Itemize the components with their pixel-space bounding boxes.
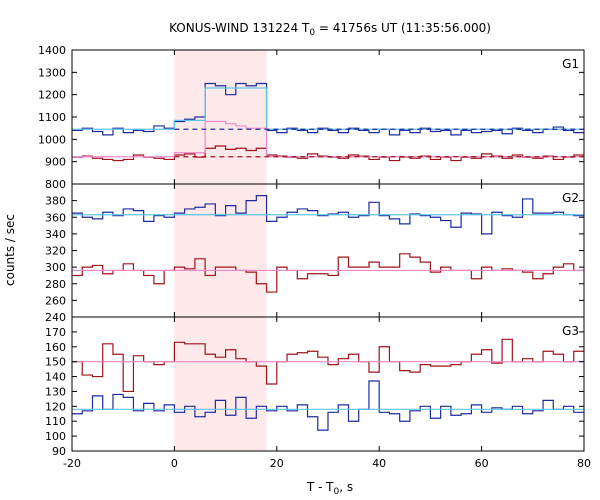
- y-tick-label: 160: [45, 341, 66, 354]
- panel-label-g1: G1: [562, 57, 579, 71]
- y-tick-label: 1300: [38, 66, 66, 79]
- x-axis-label: T - T0, s: [306, 480, 353, 497]
- y-tick-label: 380: [45, 195, 66, 208]
- panel-g1-frame: [71, 49, 585, 185]
- panel-label-g3: G3: [562, 324, 579, 338]
- title-subscript: 0: [309, 28, 315, 38]
- panel-g3-frame: [71, 316, 585, 452]
- series-g2-blue_step-step: [72, 195, 584, 235]
- series-g1-pink_fit-step: [72, 120, 584, 158]
- y-tick-label: 280: [45, 278, 66, 291]
- y-tick-label: 90: [52, 445, 66, 458]
- series-g2-red_step-step: [72, 253, 584, 293]
- x-tick-label: 0: [171, 457, 178, 470]
- highlight-band: [174, 50, 267, 451]
- series-g1-red_step-step: [72, 145, 584, 162]
- x-tick-label: 20: [270, 457, 284, 470]
- y-tick-label: 130: [45, 385, 66, 398]
- y-tick-label: 1400: [38, 44, 66, 57]
- x-tick-label: 40: [372, 457, 386, 470]
- y-tick-label: 300: [45, 261, 66, 274]
- panel-g3-data: [72, 338, 584, 431]
- series-g1-cyan_fit-step: [72, 87, 584, 130]
- x-tick-label: -20: [63, 457, 81, 470]
- xlabel-rest: , s: [339, 480, 353, 494]
- svg-text:T - T0, s: T - T0, s: [306, 480, 353, 497]
- panel-g2-data: [72, 195, 584, 293]
- y-tick-label: 260: [45, 294, 66, 307]
- xlabel-main: T - T: [306, 480, 334, 494]
- series-g1-blue_step-step: [72, 82, 584, 136]
- y-tick-label: 340: [45, 228, 66, 241]
- panel-g2-frame: [71, 183, 585, 318]
- y-tick-label: 1100: [38, 111, 66, 124]
- panel-g1-data: [72, 82, 584, 162]
- y-tick-label: 900: [45, 156, 66, 169]
- series-g3-blue_step-step: [72, 380, 584, 431]
- svg-text:KONUS-WIND 131224 T0 = 41756s: KONUS-WIND 131224 T0 = 41756s UT (11:35:…: [169, 21, 491, 38]
- y-tick-label: 170: [45, 326, 66, 339]
- y-tick-label: 240: [45, 311, 66, 324]
- y-tick-label: 120: [45, 400, 66, 413]
- y-tick-label: 150: [45, 356, 66, 369]
- y-tick-label: 100: [45, 430, 66, 443]
- y-tick-label: 1200: [38, 89, 66, 102]
- title-main: KONUS-WIND 131224 T: [169, 21, 310, 35]
- series-g3-red_step-step: [72, 338, 584, 393]
- panel-label-g2: G2: [562, 191, 579, 205]
- x-tick-label: 80: [577, 457, 591, 470]
- y-tick-label: 360: [45, 211, 66, 224]
- y-axis-label: counts / sec: [3, 214, 17, 286]
- x-tick-label: 60: [475, 457, 489, 470]
- y-tick-label: 110: [45, 415, 66, 428]
- chart-title: KONUS-WIND 131224 T0 = 41756s UT (11:35:…: [169, 21, 491, 38]
- xlabel-subscript: 0: [334, 487, 340, 497]
- panels: G180090010001100120013001400G22402602803…: [38, 44, 591, 470]
- title-rest: = 41756s UT (11:35:56.000): [315, 21, 491, 35]
- y-tick-label: 320: [45, 245, 66, 258]
- y-tick-label: 1000: [38, 133, 66, 146]
- y-tick-label: 140: [45, 371, 66, 384]
- y-tick-label: 800: [45, 178, 66, 191]
